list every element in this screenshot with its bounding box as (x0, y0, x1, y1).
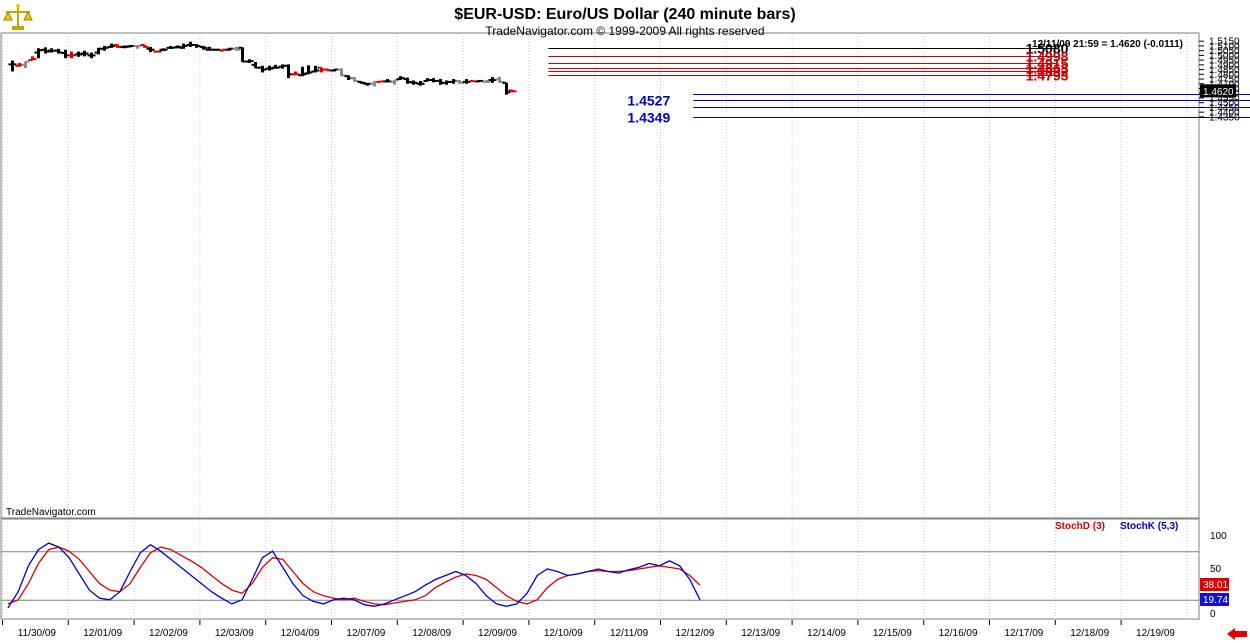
date-tick-label: 12/14/09 (807, 628, 846, 639)
date-tick-label: 12/11/09 (610, 628, 649, 639)
date-tick-label: 12/02/09 (149, 628, 188, 639)
date-tick-label: 12/09/09 (478, 628, 517, 639)
ohlc-bar (212, 48, 221, 51)
date-tick-label: 12/12/09 (675, 628, 714, 639)
stoch-tick-0: 0 (1210, 609, 1216, 620)
date-tick-label: 12/17/09 (1004, 628, 1043, 639)
price-tick-label: 1.4350 (1209, 112, 1240, 123)
price-tick-label: 1.4800 (1209, 70, 1240, 81)
date-tick-label: 12/07/09 (346, 628, 385, 639)
date-tick-label: 12/03/09 (215, 628, 254, 639)
price-tick-label: 1.5000 (1209, 51, 1240, 62)
ohlc-bar (416, 80, 425, 86)
stoch-d-value-tag: 38.01 (1200, 578, 1229, 591)
scales-icon[interactable] (3, 4, 33, 30)
level-label: 1.4527 (627, 93, 670, 109)
price-tick-label: 1.4750 (1209, 75, 1240, 86)
date-axis: 11/30/09 12/01/09 12/02/09 12/03/09 12/04/09… (2, 620, 1175, 639)
stoch-tick-100: 100 (1210, 531, 1227, 542)
level-label: 1.4349 (627, 110, 670, 126)
ohlc-bar (21, 60, 30, 69)
chart-title: $EUR-USD: Euro/US Dollar (240 minute bar… (454, 6, 795, 23)
price-tick-label: 1.4850 (1209, 65, 1240, 76)
date-tick-label: 12/08/09 (412, 628, 451, 639)
chart-subtitle: TradeNavigator.com © 1999-2009 All right… (485, 24, 764, 38)
svg-text:38.01: 38.01 (1203, 580, 1228, 591)
ohlc-bar (28, 56, 37, 62)
date-tick-label: 12/04/09 (281, 628, 320, 639)
price-tick-label: 1.4400 (1209, 108, 1240, 119)
date-tick-label: 11/30/09 (18, 628, 57, 639)
date-tick-label: 12/01/09 (83, 628, 122, 639)
ohlc-bar (482, 79, 491, 83)
stoch-tick-50: 50 (1210, 564, 1222, 575)
date-tick-label: 12/18/09 (1070, 628, 1109, 639)
date-tick-label: 12/16/09 (939, 628, 978, 639)
stoch-k-label: StochK (5,3) (1120, 521, 1178, 532)
date-tick-label: 12/19/09 (1136, 628, 1175, 639)
level-label: 1.4793 (1026, 68, 1069, 84)
svg-text:1.4620: 1.4620 (1203, 87, 1234, 98)
price-tick-label: 1.4900 (1209, 60, 1240, 71)
left-arrow-icon[interactable] (1225, 626, 1249, 642)
ohlc-bar (232, 46, 241, 51)
date-tick-label: 12/15/09 (873, 628, 912, 639)
ohlc-bar (199, 45, 208, 50)
stochastic-lines (1, 542, 1199, 609)
grid (2, 33, 1188, 620)
stoch-k-line (7, 542, 701, 609)
ohlc-bar (502, 81, 511, 95)
price-tick-label: 1.4450 (1209, 103, 1240, 114)
ohlc-bar (140, 43, 149, 48)
ohlc-bar (376, 80, 385, 83)
stoch-k-value-tag: 19.74 (1200, 593, 1229, 606)
ohlc-bar (508, 89, 517, 93)
price-tick-label: 1.4500 (1209, 98, 1240, 109)
price-tick-label: 1.5050 (1209, 46, 1240, 57)
ohlc-bar (245, 59, 254, 63)
stoch-d-label: StochD (3) (1055, 521, 1105, 532)
ohlc-bar (87, 52, 96, 59)
quote-readout: 12/11/09 21:59 = 1.4620 (-0.0111) (1032, 39, 1183, 50)
date-tick-label: 12/10/09 (544, 628, 583, 639)
ohlc-bar (311, 65, 320, 73)
price-tick-label: 1.5150 (1209, 37, 1240, 48)
ohlc-bar (159, 48, 168, 52)
ohlc-bars (8, 41, 517, 95)
last-price-tag: 1.4620 (1200, 84, 1236, 98)
svg-text:19.74: 19.74 (1203, 595, 1228, 606)
ohlc-bar (80, 50, 89, 57)
ohlc-bar (146, 46, 155, 53)
level-label: 1.4863 (1026, 61, 1069, 77)
level-label: 1.4998 (1026, 49, 1069, 65)
date-tick-label: 12/13/09 (741, 628, 780, 639)
ohlc-bar (8, 60, 17, 72)
watermark-text: TradeNavigator.com (6, 507, 96, 518)
price-tick-label: 1.4550 (1209, 93, 1240, 104)
level-label: 1.4915 (1026, 56, 1069, 72)
ohlc-bar (153, 50, 162, 53)
level-label: 1.5080 (1026, 41, 1069, 57)
level-lines: 1.50801.49981.49151.48631.48321.47931.45… (548, 41, 1250, 126)
price-tick-label: 1.5100 (1209, 41, 1240, 52)
price-tick-label: 1.4950 (1209, 56, 1240, 67)
